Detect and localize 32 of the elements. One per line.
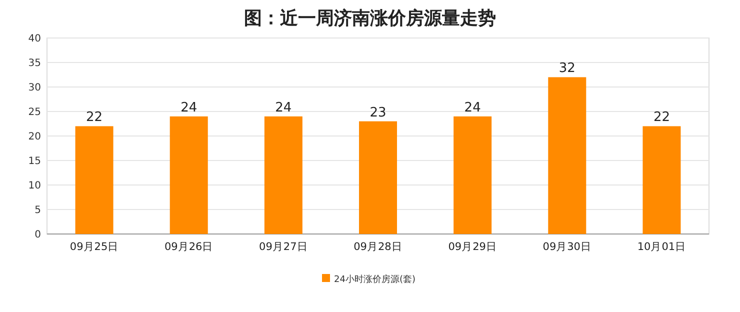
data-label: 24 xyxy=(275,100,292,116)
x-tick-label: 09月26日 xyxy=(164,241,214,253)
bar xyxy=(170,116,208,234)
y-tick-label: 0 xyxy=(34,230,41,240)
y-tick-label: 25 xyxy=(28,107,41,118)
bar xyxy=(642,126,681,234)
data-label: 24 xyxy=(180,100,198,116)
bar xyxy=(359,121,397,234)
y-tick-label: 35 xyxy=(28,58,41,69)
y-tick-label: 5 xyxy=(34,205,41,216)
bar xyxy=(454,116,492,234)
y-tick-label: 20 xyxy=(28,132,41,142)
data-label: 22 xyxy=(86,110,103,126)
data-label: 23 xyxy=(370,105,386,120)
x-tick-label: 09月27日 xyxy=(259,241,308,253)
data-label: 22 xyxy=(653,110,670,126)
y-tick-label: 40 xyxy=(28,34,41,44)
x-tick-label: 10月01日 xyxy=(637,241,686,253)
data-label: 24 xyxy=(464,100,481,116)
bar xyxy=(264,116,302,234)
x-tick-label: 09月30日 xyxy=(542,241,592,253)
bar xyxy=(75,126,114,234)
x-tick-label: 09月28日 xyxy=(354,241,402,253)
data-label: 32 xyxy=(558,61,576,76)
chart-title: 图：近一周济南涨价房源量走势 xyxy=(244,8,496,29)
legend-label: 24小时涨价房源(套) xyxy=(334,274,416,285)
bar xyxy=(548,77,586,234)
y-tick-label: 10 xyxy=(28,180,41,192)
y-tick-label: 15 xyxy=(28,156,41,167)
y-tick-label: 30 xyxy=(28,82,41,94)
x-tick-label: 09月29日 xyxy=(448,241,497,253)
x-tick-label: 09月25日 xyxy=(70,241,119,253)
